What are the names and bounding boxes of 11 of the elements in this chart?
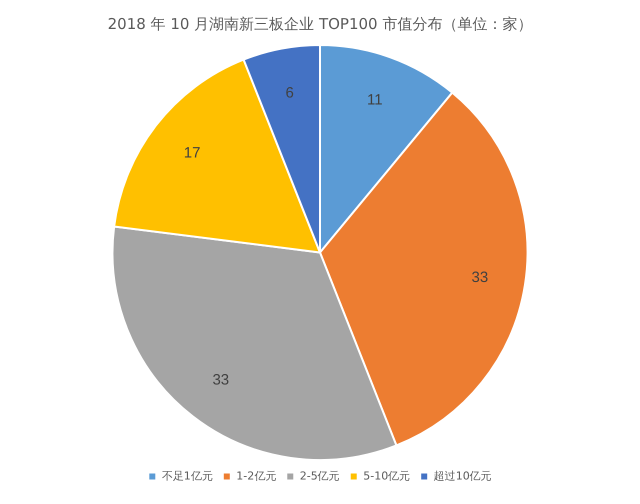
- legend-label: 超过10亿元: [434, 469, 492, 482]
- legend-label: 不足1亿元: [162, 469, 213, 482]
- data-label: 33: [472, 268, 488, 286]
- data-label: 11: [367, 91, 383, 108]
- chart-title: 2018 年 10 月湖南新三板企业 TOP100 市值分布（单位：家）: [108, 14, 532, 33]
- legend-label: 2-5亿元: [300, 469, 340, 482]
- data-label: 33: [212, 372, 230, 389]
- legend-label: 5-10亿元: [363, 469, 410, 482]
- data-label: 17: [184, 144, 200, 162]
- legend-label: 1-2亿元: [236, 469, 276, 482]
- data-label: 6: [286, 84, 294, 102]
